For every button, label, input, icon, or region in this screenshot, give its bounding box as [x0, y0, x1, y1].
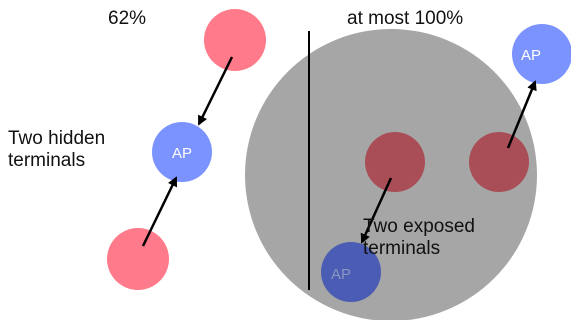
hidden-terminal-scenario: AP [107, 9, 266, 290]
hidden-top-arrow [197, 56, 234, 126]
exposed-scenario-percent: at most 100% [347, 8, 464, 29]
exposed-left-arrow [360, 177, 393, 244]
exposed-terminals-label-line1: Two exposed [363, 216, 475, 237]
exposed-right-arrow [506, 80, 537, 149]
exposed-terminal-right [469, 132, 529, 192]
hidden-scenario-ap-label: AP [172, 145, 192, 162]
exposed-terminals-label: Two exposed terminals [363, 216, 475, 260]
hidden-bottom-arrow [141, 176, 178, 247]
hidden-terminal-bottom [107, 228, 169, 290]
hidden-terminal-top [204, 9, 266, 71]
exposed-scenario-ap-top [512, 24, 571, 84]
hidden-scenario-ap [152, 122, 212, 182]
exposed-scenario-ap-bottom-label: AP [331, 266, 351, 283]
hidden-terminals-label-line2: terminals [8, 150, 86, 171]
hidden-terminals-label: Two hidden terminals [8, 128, 105, 172]
exposed-terminal-scenario: AP AP [245, 24, 571, 320]
exposed-scenario-ap-top-label: AP [521, 47, 541, 64]
exposed-terminal-left [365, 132, 425, 192]
exposed-scenario-ap-bottom [321, 242, 381, 302]
hidden-terminals-label-line1: Two hidden [8, 128, 106, 149]
exposed-terminals-label-line2: terminals [363, 238, 441, 259]
hidden-scenario-percent: 62% [108, 8, 147, 29]
